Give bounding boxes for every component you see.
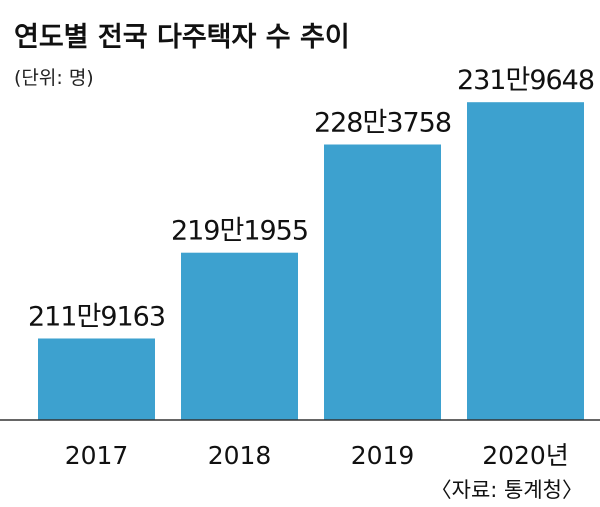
bar-2017 bbox=[38, 338, 155, 420]
bar-2020년 bbox=[467, 102, 584, 421]
value-label-2018: 219만1955 bbox=[171, 216, 308, 247]
x-tick-2019: 2019 bbox=[351, 441, 415, 470]
unit-label: (단위: 명) bbox=[14, 67, 94, 89]
chart-title: 연도별 전국 다주택자 수 추이 bbox=[14, 22, 350, 53]
value-label-2020년: 231만9648 bbox=[457, 65, 594, 96]
source-note: 〈자료: 통계청〉 bbox=[431, 478, 583, 502]
bar-2019 bbox=[324, 144, 441, 420]
x-tick-2020년: 2020년 bbox=[482, 441, 569, 470]
value-label-2019: 228만3758 bbox=[314, 107, 451, 138]
bar-2018 bbox=[181, 252, 298, 420]
x-tick-2017: 2017 bbox=[65, 441, 129, 470]
x-axis-ticks: 2017 2018 2019 2020년 bbox=[65, 441, 569, 470]
value-label-2017: 211만9163 bbox=[28, 301, 165, 332]
x-tick-2018: 2018 bbox=[208, 441, 272, 470]
